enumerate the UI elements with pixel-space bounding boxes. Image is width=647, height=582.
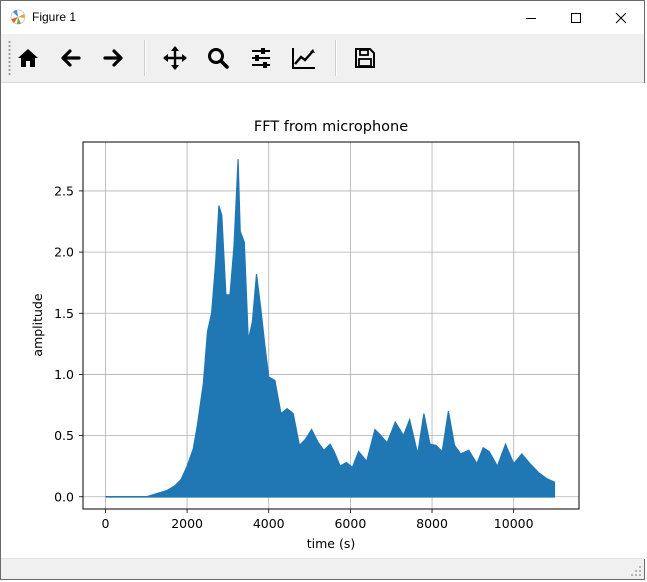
x-axis: 0 2000 4000 6000 8000 10000 [101, 509, 534, 531]
toolbar-separator [144, 40, 146, 76]
title-bar[interactable]: Figure 1 [1, 1, 644, 34]
x-axis-label: time (s) [307, 536, 355, 551]
y-tick-label: 0.5 [54, 428, 74, 443]
data-series [105, 159, 556, 498]
save-floppy-icon [355, 48, 375, 68]
window-title: Figure 1 [32, 10, 77, 24]
minimize-button[interactable] [508, 1, 553, 34]
configure-subplots-button[interactable] [244, 41, 278, 75]
toolbar-grip[interactable] [8, 40, 11, 76]
forward-arrow-icon [103, 49, 123, 67]
back-arrow-icon [61, 49, 81, 67]
y-tick-label: 1.0 [54, 367, 74, 382]
x-tick-label: 6000 [334, 516, 366, 531]
save-button[interactable] [348, 41, 382, 75]
close-icon [615, 12, 626, 23]
forward-button[interactable] [96, 41, 130, 75]
y-tick-label: 1.5 [54, 306, 74, 321]
pan-move-icon [163, 46, 187, 70]
edit-axis-icon [292, 48, 315, 69]
maximize-button[interactable] [553, 1, 598, 34]
status-bar [1, 558, 644, 579]
x-tick-label: 4000 [253, 516, 285, 531]
plot-frame [82, 141, 580, 510]
chart-title: FFT from microphone [254, 119, 408, 135]
close-button[interactable] [598, 1, 643, 34]
resize-grip-icon[interactable] [630, 565, 642, 577]
x-tick-label: 0 [101, 516, 109, 531]
y-axis: 0.0 0.5 1.0 1.5 2.0 2.5 [54, 183, 83, 504]
x-tick-label: 10000 [494, 516, 534, 531]
minimize-icon [525, 17, 536, 19]
zoom-button[interactable] [201, 41, 235, 75]
pan-button[interactable] [158, 41, 192, 75]
home-button[interactable] [11, 41, 45, 75]
maximize-icon [570, 12, 581, 23]
y-tick-label: 2.5 [54, 183, 74, 198]
matplotlib-app-icon [10, 9, 26, 25]
configure-subplots-icon [252, 48, 270, 68]
back-button[interactable] [54, 41, 88, 75]
navigation-toolbar [1, 34, 644, 83]
y-tick-label: 2.0 [54, 245, 74, 260]
zoom-magnifier-icon [208, 48, 229, 69]
x-tick-label: 2000 [171, 516, 203, 531]
edit-axis-button[interactable] [287, 41, 321, 75]
y-tick-label: 0.0 [54, 489, 74, 504]
toolbar-separator [335, 40, 337, 76]
series-line [105, 159, 556, 498]
home-icon [18, 49, 38, 67]
fft-chart[interactable]: 0 2000 4000 6000 8000 10000 0.0 0.5 1.0 1.5 2.0 2.… [1, 83, 646, 559]
x-tick-label: 8000 [416, 516, 448, 531]
y-axis-label: amplitude [30, 293, 45, 356]
figure-canvas[interactable]: 0 2000 4000 6000 8000 10000 0.0 0.5 1.0 1.5 2.0 2.… [1, 83, 646, 559]
